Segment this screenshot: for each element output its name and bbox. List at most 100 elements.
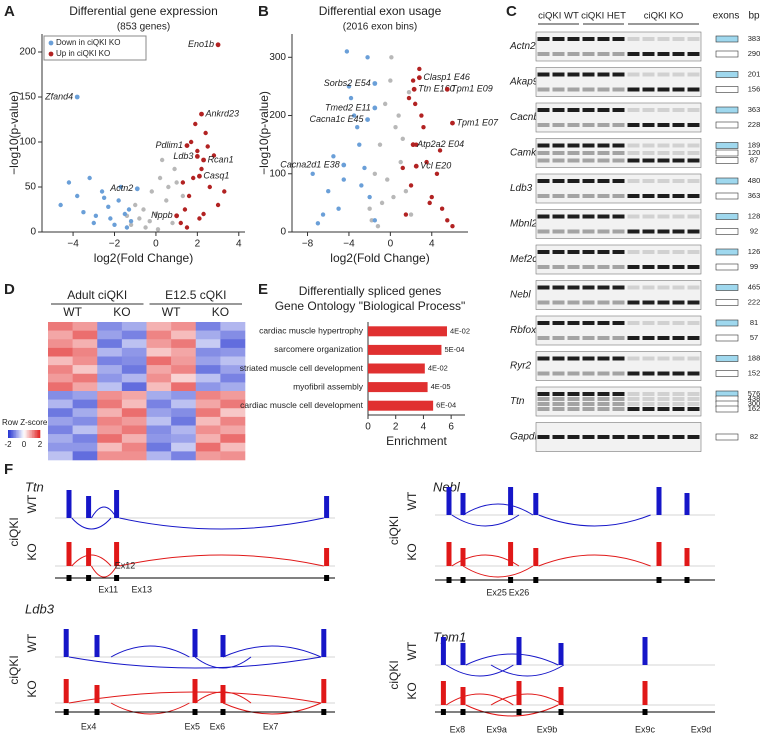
gel-band: [657, 37, 670, 41]
data-point: [450, 223, 455, 229]
heatmap-cell: [220, 416, 246, 426]
colorbar-step: [38, 430, 41, 438]
panel-label: E: [258, 281, 268, 298]
annotated-point: [444, 86, 450, 92]
gel-band: [567, 356, 580, 361]
track-label: WT: [405, 491, 419, 510]
heatmap-cell: [121, 373, 147, 383]
gel-band: [642, 87, 655, 92]
gel-band: [627, 179, 640, 183]
data-point: [155, 227, 161, 232]
heatmap-cell: [171, 434, 197, 444]
heatmap-cell: [146, 322, 172, 331]
gel-band: [642, 356, 655, 361]
data-point: [81, 210, 86, 215]
exon-label: Ex11: [98, 584, 118, 594]
data-point: [388, 78, 393, 83]
gel-band: [597, 87, 610, 92]
heatmap-cell: [195, 365, 221, 375]
coverage-peak: [642, 637, 648, 665]
gel-band: [612, 143, 625, 148]
gel-band: [687, 87, 700, 92]
gel-band: [642, 151, 655, 155]
gel-band: [582, 371, 595, 376]
chart-subtitle: Gene Ontology "Biological Process": [275, 299, 466, 313]
x-tick-label: 4: [429, 239, 435, 250]
heatmap-cell: [195, 399, 221, 409]
gel-band: [537, 250, 550, 254]
junction-arc: [90, 565, 118, 578]
x-tick-label: 0: [388, 239, 394, 250]
gel-band: [552, 151, 565, 155]
gel-band: [612, 392, 625, 396]
gel-band: [567, 392, 580, 396]
colorbar-step: [16, 430, 18, 438]
junction-arc: [110, 645, 190, 658]
gel-band: [537, 321, 550, 325]
heatmap-cell: [171, 356, 197, 366]
data-point: [184, 225, 190, 230]
heatmap-cell: [220, 408, 246, 418]
bp-label: 383: [748, 34, 761, 43]
annotated-point: [74, 94, 80, 100]
heatmap-cell: [146, 391, 172, 400]
gel-band: [567, 407, 580, 411]
coverage-peak: [192, 629, 198, 657]
annotated-point: [413, 163, 419, 169]
gel-band: [597, 194, 610, 198]
exon-block: [446, 577, 452, 583]
gel-band: [597, 336, 610, 340]
heatmap-cell: [171, 373, 197, 383]
gel-band: [567, 72, 580, 77]
bp-label: 438: [748, 394, 761, 403]
gel-band: [642, 214, 655, 219]
x-tick-label: 6: [448, 422, 454, 433]
gel-band: [552, 336, 565, 340]
gene-label: Akap9: [509, 77, 539, 88]
coverage-peak: [446, 487, 452, 515]
coverage-peak: [558, 687, 564, 705]
heatmap-cell: [195, 451, 221, 461]
coverage-peak: [460, 493, 466, 515]
gel-band: [672, 158, 685, 163]
p-value-label: 6E-04: [436, 401, 456, 410]
y-tick-label: 150: [19, 92, 36, 103]
gel-band: [567, 179, 580, 183]
gel-band: [537, 179, 550, 183]
exon-block: [114, 575, 120, 581]
gel-band: [552, 52, 565, 56]
junction-arc: [451, 554, 520, 567]
gel-band: [627, 300, 640, 305]
gel-band: [612, 285, 625, 290]
junction-arc: [465, 704, 559, 717]
heatmap-cell: [48, 347, 73, 357]
data-point: [157, 175, 163, 181]
heatmap-cell: [171, 408, 197, 418]
coverage-peak: [86, 496, 92, 518]
gel-band: [552, 265, 565, 269]
coverage-peak: [86, 548, 92, 566]
gel-band: [567, 123, 580, 127]
junction-arc: [194, 691, 252, 704]
heatmap-cell: [171, 322, 197, 331]
colorbar-step: [9, 430, 12, 438]
gel-band: [687, 194, 700, 198]
data-point: [385, 177, 390, 182]
gel-band: [597, 151, 610, 155]
junction-arc: [490, 693, 565, 706]
gel-band: [582, 37, 595, 41]
gene-label: Nebl: [510, 290, 531, 301]
heatmap-cell: [121, 365, 147, 375]
annotated-point: [416, 75, 422, 81]
bp-label: 188: [748, 353, 761, 362]
heatmap-cell: [146, 451, 172, 461]
heatmap-cell: [72, 365, 98, 375]
exon-diagram: [715, 299, 739, 306]
track-label: KO: [25, 680, 39, 697]
y-tick-label: 200: [19, 47, 36, 58]
gel-band: [672, 123, 685, 127]
bp-label: 290: [748, 49, 761, 58]
exon-block: [684, 577, 690, 583]
gel-band: [642, 229, 655, 234]
coverage-peak: [656, 542, 662, 566]
